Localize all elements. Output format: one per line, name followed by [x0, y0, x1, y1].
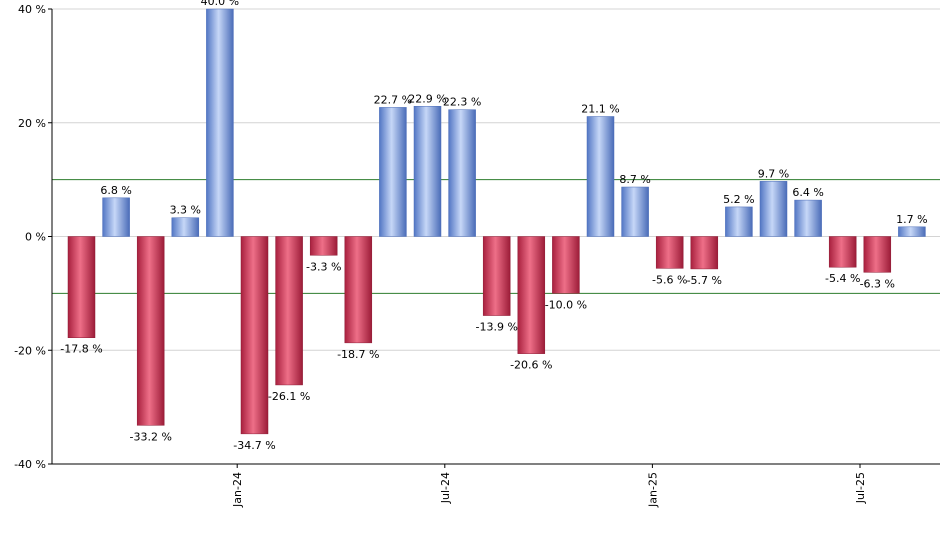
- data-label: 6.8 %: [100, 184, 131, 197]
- bar: [482, 236, 511, 316]
- bar: [171, 217, 200, 237]
- bar: [379, 107, 407, 237]
- bar: [413, 106, 442, 237]
- y-tick-label: 40 %: [18, 3, 46, 16]
- bar: [102, 197, 130, 237]
- data-label: -13.9 %: [475, 321, 517, 334]
- bar: [309, 236, 338, 256]
- data-label: 8.7 %: [619, 173, 650, 186]
- data-label: 40.0 %: [201, 0, 239, 8]
- data-label: -5.4 %: [825, 272, 860, 285]
- bar: [759, 181, 788, 237]
- bar: [275, 236, 303, 386]
- data-label: 22.3 %: [443, 96, 481, 109]
- axes: -40 % -20 % 0 % 20 % 40 % Jan-24 Jul-24 Jan-25 J…: [14, 3, 940, 508]
- data-label: -26.1 %: [268, 390, 310, 403]
- data-label: -3.3 %: [306, 260, 341, 273]
- x-tick-label: Jan-25: [646, 472, 659, 508]
- bar: [725, 206, 753, 237]
- bars: [67, 8, 926, 435]
- data-label: -5.6 %: [652, 273, 687, 286]
- data-label: -5.7 %: [687, 274, 722, 287]
- data-labels: -17.8 % 6.8 % -33.2 % 3.3 % 40.0 % -34.7 % -26…: [60, 0, 927, 452]
- bar: [898, 226, 926, 237]
- bar: [206, 8, 234, 237]
- data-label: -17.8 %: [60, 343, 102, 356]
- data-label: 9.7 %: [758, 167, 789, 180]
- data-label: 5.2 %: [723, 193, 754, 206]
- y-tick-label: -20 %: [14, 344, 46, 357]
- y-tick-label: -40 %: [14, 458, 46, 471]
- data-label: 1.7 %: [896, 213, 927, 226]
- y-tick-label: 20 %: [18, 117, 46, 130]
- bar: [690, 236, 719, 270]
- x-tick-label: Jul-25: [854, 472, 867, 504]
- data-label: -20.6 %: [510, 359, 552, 372]
- data-label: 22.7 %: [374, 93, 412, 106]
- bar: [344, 236, 373, 344]
- bar: [67, 236, 96, 338]
- bar: [552, 236, 580, 294]
- data-label: 21.1 %: [581, 102, 619, 115]
- bar: [863, 236, 892, 273]
- bar: [448, 109, 476, 237]
- data-label: 3.3 %: [170, 204, 201, 217]
- y-tick-label: 0 %: [25, 231, 46, 244]
- bar: [621, 186, 649, 237]
- bar: [794, 199, 822, 237]
- data-label: -6.3 %: [860, 277, 895, 290]
- bar: [586, 116, 615, 237]
- x-tick-label: Jul-24: [439, 472, 452, 504]
- data-label: -34.7 %: [233, 439, 275, 452]
- data-label: 6.4 %: [792, 186, 823, 199]
- bar: [517, 236, 546, 354]
- bar: [655, 236, 684, 269]
- bar: [240, 236, 269, 435]
- bar: [828, 236, 857, 268]
- data-label: 22.9 %: [408, 92, 446, 105]
- bar: [136, 236, 165, 426]
- data-label: -18.7 %: [337, 348, 379, 361]
- data-label: -33.2 %: [129, 430, 171, 443]
- data-label: -10.0 %: [545, 298, 587, 311]
- x-tick-label: Jan-24: [231, 472, 244, 508]
